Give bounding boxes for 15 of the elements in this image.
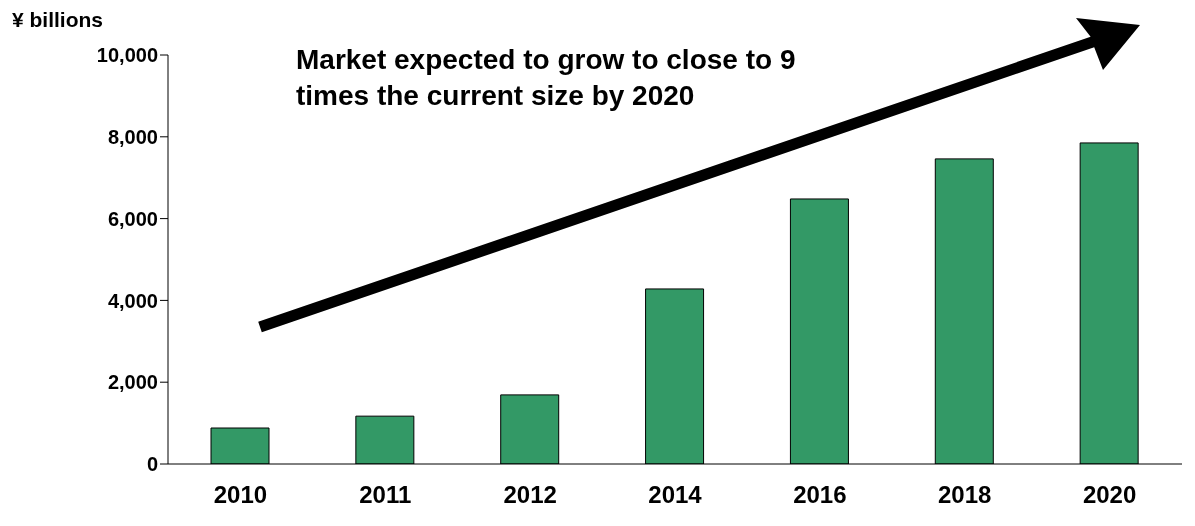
y-tick-label: 8,000 (107, 125, 158, 148)
x-tick-label: 2016 (793, 481, 847, 509)
y-tick-label: 4,000 (107, 289, 158, 312)
x-tick-label: 2018 (938, 481, 992, 509)
x-tick-label: 2010 (213, 481, 268, 509)
y-tick-label: 6,000 (107, 207, 158, 230)
x-tick-label: 2012 (503, 481, 557, 509)
x-tick-label: 2020 (1082, 481, 1137, 509)
annotation: Market expected to grow to close to 9 times the current size by 2020 (296, 43, 797, 113)
y-tick-label: 0 (146, 453, 158, 476)
x-tick-label: 2011 (359, 481, 412, 509)
y-axis-title: ¥ billions (12, 8, 104, 32)
x-tick-label: 2014 (648, 481, 703, 509)
y-tick-label: 10,000 (96, 44, 158, 67)
y-tick-label: 2,000 (107, 371, 158, 394)
